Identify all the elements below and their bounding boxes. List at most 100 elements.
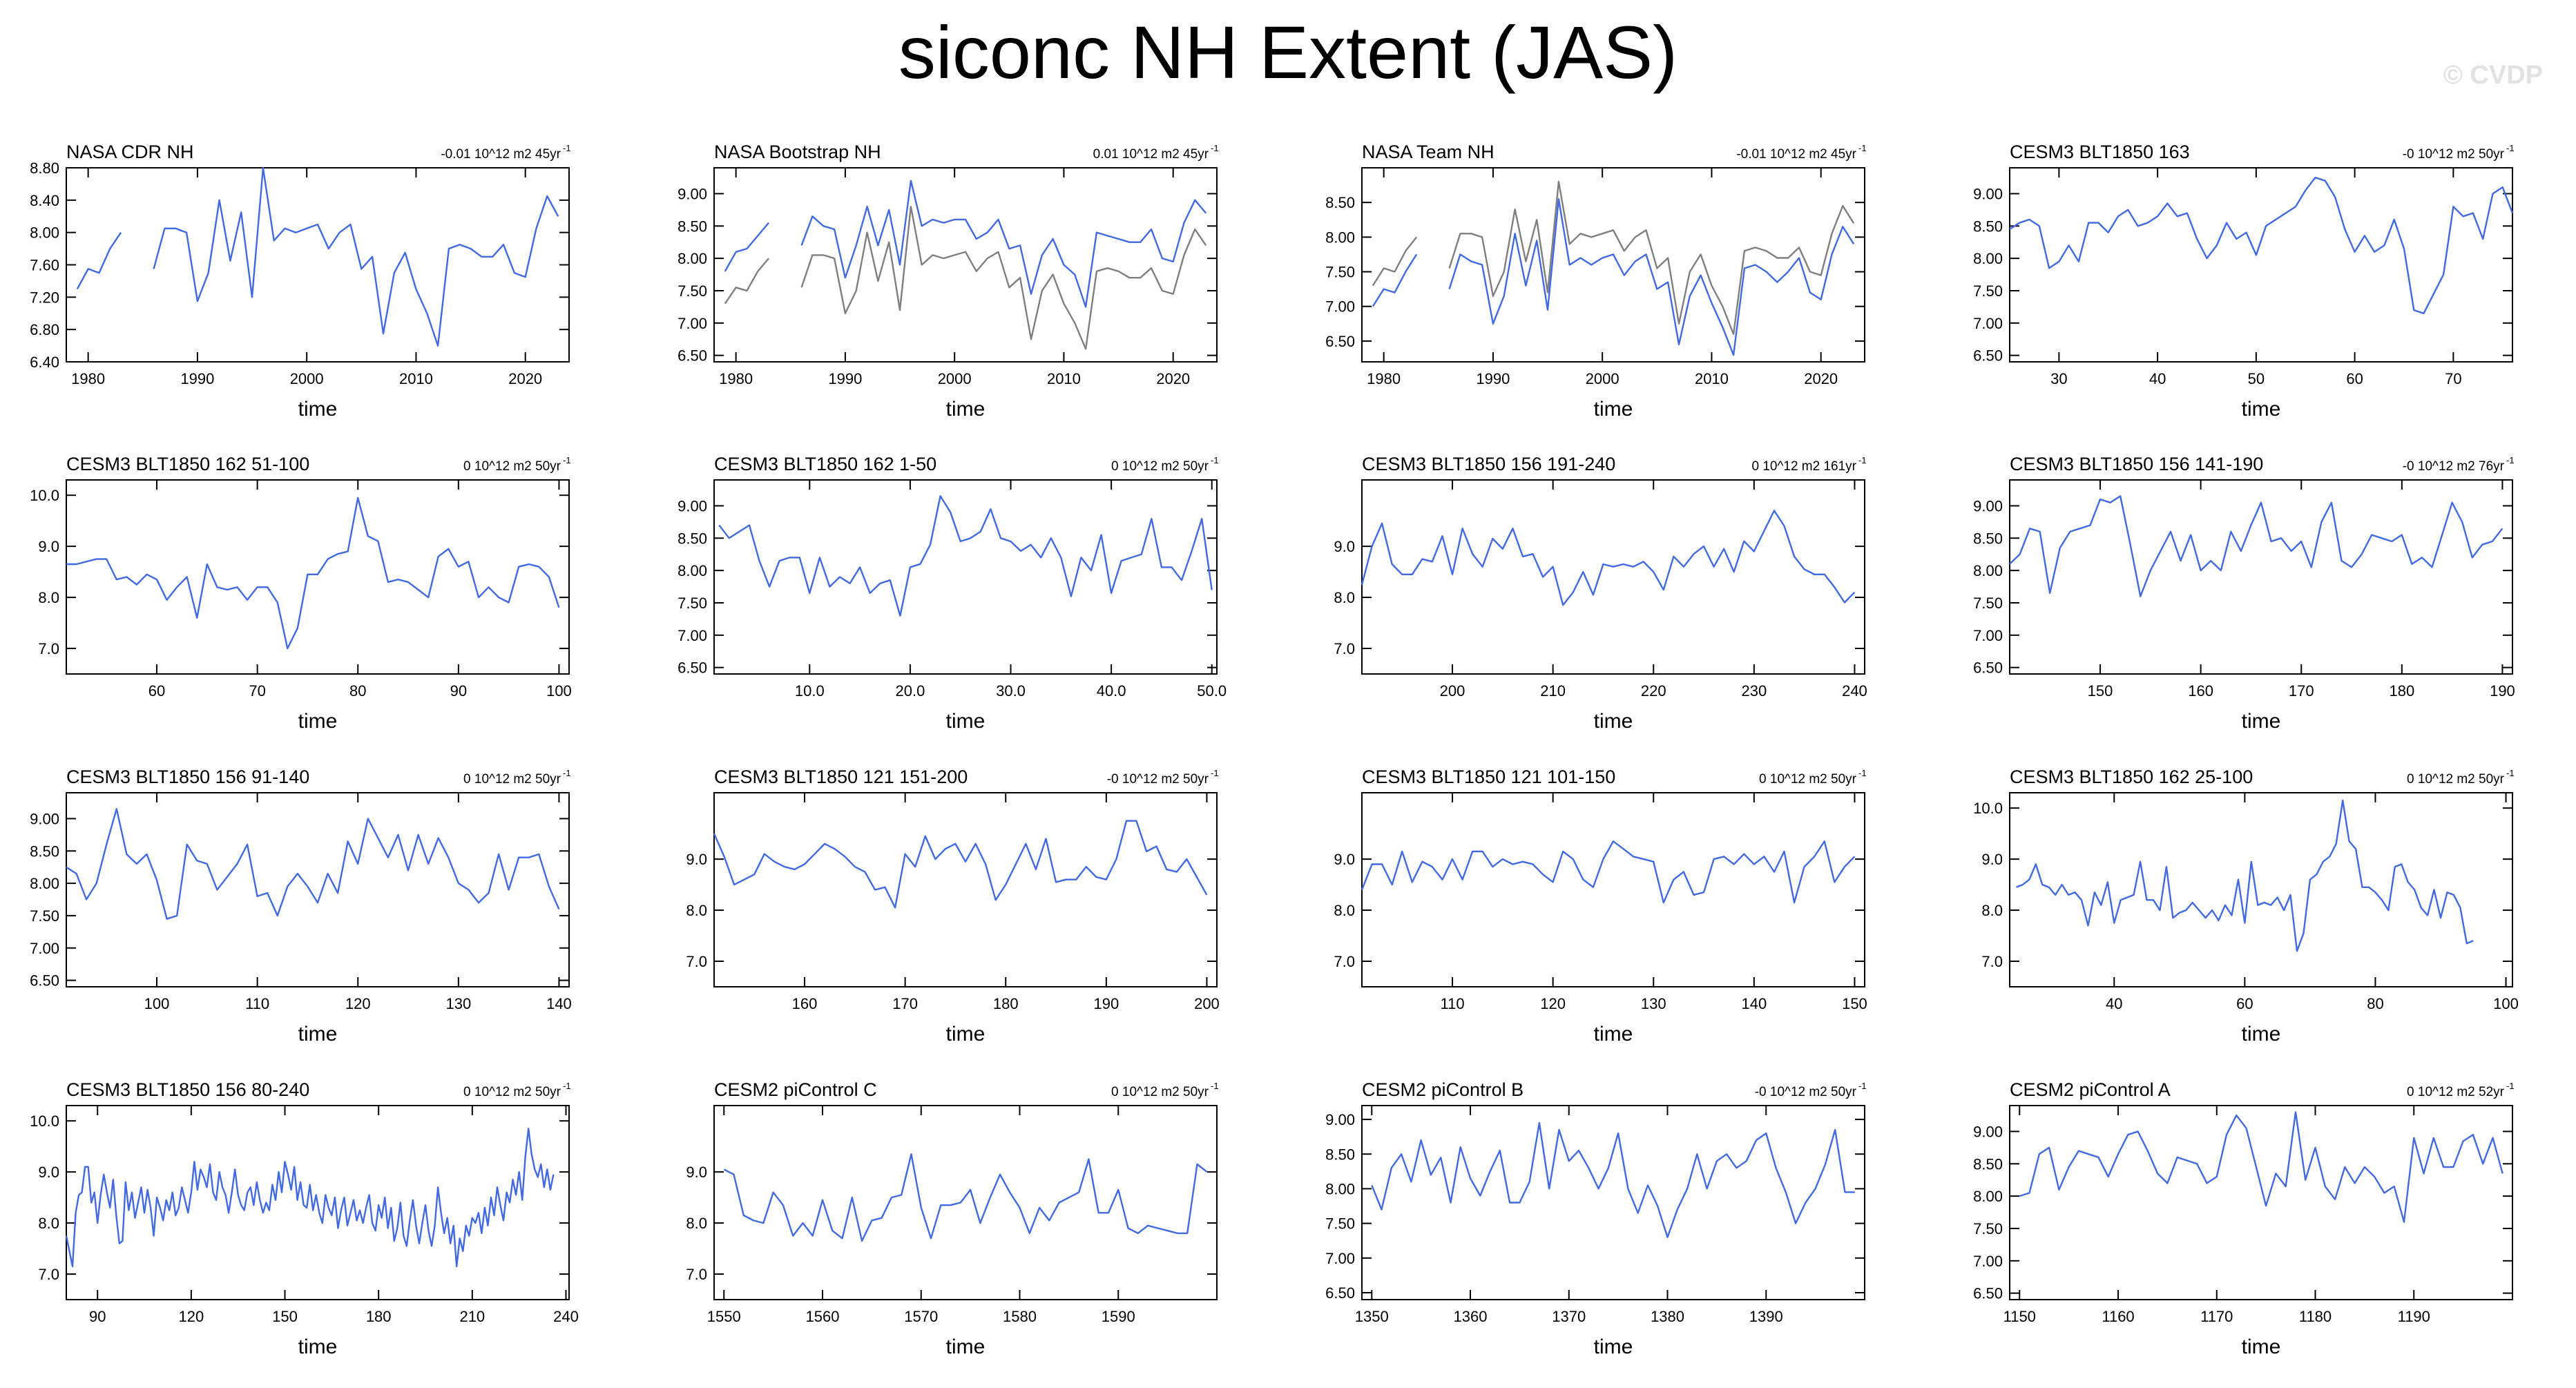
- panel: CESM3 BLT1850 162 25-100 0 10^12 m2 50yr -…: [1973, 767, 2519, 1045]
- x-axis-label: time: [946, 1023, 986, 1045]
- y-tick-label: 6.50: [30, 972, 59, 990]
- x-axis-label: time: [946, 710, 986, 733]
- x-tick-label: 2010: [1695, 370, 1729, 387]
- x-axis-label: time: [2242, 1023, 2281, 1045]
- plot-frame: [2009, 792, 2513, 987]
- plot-frame: [2009, 1105, 2513, 1300]
- x-tick-label: 2020: [508, 370, 542, 387]
- y-tick-label: 7.50: [677, 282, 707, 300]
- x-tick-label: 1570: [904, 1308, 938, 1325]
- y-tick-label: 9.0: [1981, 851, 2003, 868]
- y-tick-label: 8.00: [30, 875, 59, 892]
- panel-title: CESM3 BLT1850 156 141-190: [2010, 454, 2263, 474]
- y-tick-label: 7.20: [30, 289, 59, 306]
- panel: CESM3 BLT1850 156 141-190 -0 10^12 m2 76y…: [1973, 454, 2515, 733]
- x-tick-label: 80: [2367, 995, 2383, 1012]
- series-line: [2009, 495, 2503, 597]
- y-tick-label: 9.00: [1973, 185, 2003, 202]
- x-tick-label: 1590: [1102, 1308, 1135, 1325]
- panel-title: CESM3 BLT1850 162 1-50: [714, 454, 936, 474]
- trend-label: -0.01 10^12 m2 45yr: [441, 147, 561, 162]
- trend-exponent: -1: [2506, 143, 2515, 153]
- trend-exponent: -1: [563, 1081, 571, 1091]
- y-tick-label: 9.00: [1325, 1111, 1355, 1128]
- y-tick-label: 7.0: [38, 1266, 59, 1283]
- trend-exponent: -1: [1211, 455, 1219, 465]
- plot-frame: [2009, 479, 2513, 675]
- plot-frame: [1361, 479, 1865, 675]
- y-tick-label: 9.0: [1334, 851, 1355, 868]
- series-line: [2016, 799, 2474, 952]
- y-tick-label: 8.00: [677, 250, 707, 267]
- x-tick-label: 1560: [806, 1308, 840, 1325]
- x-axis-label: time: [298, 398, 338, 421]
- y-tick-label: 8.50: [30, 842, 59, 860]
- x-tick-label: 90: [450, 682, 467, 700]
- x-tick-label: 50: [2248, 370, 2265, 387]
- y-tick-label: 7.00: [1973, 315, 2003, 332]
- y-tick-label: 8.00: [1973, 250, 2003, 267]
- x-tick-label: 130: [1641, 995, 1666, 1012]
- y-tick-label: 7.00: [677, 315, 707, 332]
- x-tick-label: 230: [1741, 682, 1767, 700]
- x-tick-label: 40: [2106, 995, 2122, 1012]
- y-tick-label: 7.0: [1981, 953, 2003, 970]
- y-tick-label: 7.50: [30, 907, 59, 925]
- trend-label: 0 10^12 m2 50yr: [463, 459, 561, 474]
- panel: CESM3 BLT1850 162 1-50 0 10^12 m2 50yr -1 1…: [677, 454, 1227, 733]
- x-tick-label: 1150: [2003, 1308, 2036, 1325]
- plot-frame: [1361, 167, 1865, 363]
- y-tick-label: 8.50: [1973, 218, 2003, 235]
- y-tick-label: 8.0: [686, 902, 707, 919]
- x-tick-label: 1980: [719, 370, 753, 387]
- x-tick-label: 150: [2088, 682, 2113, 700]
- x-tick-label: 190: [1093, 995, 1119, 1012]
- y-tick-label: 9.0: [686, 851, 707, 868]
- y-tick-label: 10.0: [30, 487, 59, 504]
- panel: CESM3 BLT1850 121 101-150 0 10^12 m2 50yr…: [1334, 767, 1867, 1045]
- trend-label: 0.01 10^12 m2 45yr: [1093, 147, 1209, 162]
- series-line-secondary: [724, 206, 1207, 350]
- x-tick-label: 160: [792, 995, 818, 1012]
- x-axis-label: time: [2242, 710, 2281, 733]
- y-tick-label: 7.50: [1973, 1220, 2003, 1237]
- series-line: [66, 497, 560, 650]
- x-tick-label: 120: [179, 1308, 204, 1325]
- x-tick-label: 70: [2445, 370, 2461, 387]
- x-axis-label: time: [298, 1336, 338, 1358]
- x-tick-label: 60: [2236, 995, 2253, 1012]
- series-line: [1371, 1121, 1855, 1238]
- panel-title: CESM3 BLT1850 156 191-240: [1362, 454, 1615, 474]
- trend-exponent: -1: [1858, 455, 1867, 465]
- x-axis-label: time: [1594, 1336, 1633, 1358]
- x-tick-label: 1350: [1355, 1308, 1389, 1325]
- x-tick-label: 30: [2050, 370, 2067, 387]
- y-tick-label: 6.50: [1325, 333, 1355, 350]
- panel-title: CESM2 piControl B: [1362, 1079, 1524, 1100]
- y-tick-label: 7.00: [30, 940, 59, 957]
- x-axis-label: time: [2242, 398, 2281, 421]
- trend-exponent: -1: [1211, 768, 1219, 778]
- x-tick-label: 120: [345, 995, 371, 1012]
- x-tick-label: 200: [1440, 682, 1465, 700]
- panel-title: CESM2 piControl C: [714, 1079, 877, 1100]
- series-line: [723, 1153, 1208, 1242]
- x-tick-label: 40.0: [1097, 682, 1126, 700]
- x-tick-label: 40: [2149, 370, 2166, 387]
- panel-title: CESM2 piControl A: [2010, 1079, 2171, 1100]
- trend-exponent: -1: [1858, 143, 1867, 153]
- plot-frame: [66, 479, 570, 675]
- x-tick-label: 2010: [399, 370, 433, 387]
- trend-label: 0 10^12 m2 50yr: [1759, 772, 1857, 787]
- plot-frame: [713, 479, 1218, 675]
- y-tick-label: 7.50: [1325, 1215, 1355, 1233]
- x-tick-label: 80: [349, 682, 366, 700]
- y-tick-label: 7.50: [1325, 264, 1355, 281]
- panel-title: CESM3 BLT1850 121 151-200: [714, 767, 968, 787]
- y-tick-label: 10.0: [30, 1112, 59, 1130]
- y-tick-label: 8.00: [677, 562, 707, 579]
- x-tick-label: 1160: [2102, 1308, 2134, 1325]
- x-tick-label: 180: [366, 1308, 392, 1325]
- series-line: [1361, 840, 1856, 904]
- trend-label: 0 10^12 m2 161yr: [1751, 459, 1856, 474]
